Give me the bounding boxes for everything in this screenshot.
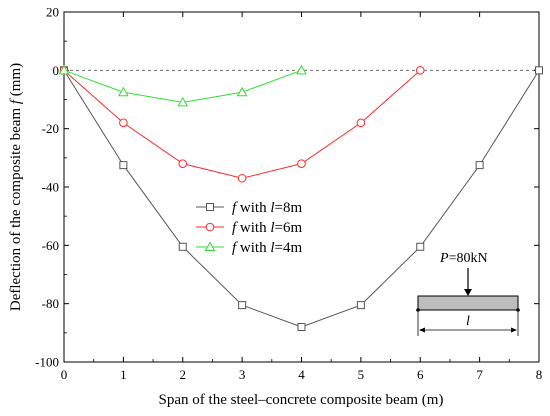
data-point xyxy=(178,159,188,168)
x-tick-label: 3 xyxy=(239,367,246,382)
y-tick-label: -80 xyxy=(42,296,59,311)
series-1 xyxy=(59,66,425,183)
legend-label-part: l xyxy=(270,220,274,236)
legend-label-part: l xyxy=(270,240,274,256)
load-arrow-head xyxy=(464,289,472,296)
legend-label-part: with xyxy=(236,240,270,256)
data-point xyxy=(416,242,425,251)
data-point xyxy=(296,64,307,75)
legend-label-part: f xyxy=(232,240,238,256)
x-tick-label: 1 xyxy=(120,367,127,382)
legend-entry: f with l=8m xyxy=(196,200,302,216)
series-layer xyxy=(58,64,543,331)
series-0 xyxy=(60,66,543,331)
x-tick-label: 4 xyxy=(298,367,305,382)
y-axis-title-prefix: Deflection of the composite beam xyxy=(8,104,24,311)
data-point xyxy=(238,301,247,310)
legend-label-part: with xyxy=(236,220,270,236)
data-point xyxy=(236,86,248,97)
beam-left-support xyxy=(416,308,420,312)
legend-label-part: with xyxy=(236,200,270,216)
y-axis-title-var: f xyxy=(8,98,24,104)
data-point xyxy=(177,96,189,107)
inset-span-label: l xyxy=(466,314,470,329)
y-tick-label: 0 xyxy=(53,63,60,78)
x-tick-label: 6 xyxy=(417,367,424,382)
data-point xyxy=(118,86,129,97)
data-point xyxy=(535,66,543,75)
y-tick-label: -40 xyxy=(42,180,59,195)
legend-label-part: =6m xyxy=(275,220,303,236)
inset-load-label: P=80kN xyxy=(439,251,488,266)
y-axis-title-suffix: (mm) xyxy=(8,63,24,100)
data-point xyxy=(356,301,365,310)
span-dim-arrow-right xyxy=(511,327,517,333)
span-dim-arrow-left xyxy=(419,327,425,333)
legend-label-part: =8m xyxy=(275,200,303,216)
legend-entry: f with l=6m xyxy=(196,220,302,236)
legend-label: f with l=8m xyxy=(232,200,302,216)
data-point xyxy=(178,242,187,251)
inset-load-value: =80kN xyxy=(449,251,488,266)
x-tick-label: 2 xyxy=(180,367,187,382)
legend-swatch-marker xyxy=(205,222,215,232)
data-point xyxy=(297,159,306,168)
legend-label-part: =4m xyxy=(275,240,303,256)
series-2 xyxy=(58,64,307,107)
y-tick-label: 20 xyxy=(46,5,59,20)
y-axis-ticks: 20 0 -20 -40 -60 -80 -100 xyxy=(35,5,539,370)
series-line xyxy=(63,69,421,179)
legend-label-part: f xyxy=(232,220,238,236)
legend-label-part: f xyxy=(232,200,238,216)
x-tick-label: 8 xyxy=(536,367,543,382)
x-axis-title: Span of the steel–concrete composite bea… xyxy=(159,392,444,408)
legend-label-part: l xyxy=(270,200,274,216)
legend-label: f with l=6m xyxy=(232,220,302,236)
x-tick-label: 7 xyxy=(476,367,483,382)
y-tick-label: -100 xyxy=(35,355,59,370)
x-tick-label: 0 xyxy=(61,367,68,382)
x-tick-label: 5 xyxy=(358,367,365,382)
beam-body xyxy=(417,295,519,311)
data-point xyxy=(475,161,484,170)
legend-swatch-marker xyxy=(204,241,216,251)
beam-right-support xyxy=(516,308,520,312)
legend-label: f with l=4m xyxy=(232,240,302,256)
beam-inset-diagram: P=80kN l xyxy=(416,251,520,336)
legend: f with l=8mf with l=6mf with l=4m xyxy=(196,200,302,256)
data-point xyxy=(237,173,247,183)
inset-load-var: P xyxy=(439,251,449,266)
y-axis-title: Deflection of the composite beam f (mm) xyxy=(8,63,24,311)
y-tick-label: -20 xyxy=(42,121,59,136)
x-axis-ticks: 0 1 2 3 4 5 6 7 8 xyxy=(61,12,543,382)
data-point xyxy=(297,323,306,331)
legend-swatch-marker xyxy=(206,203,214,211)
data-point xyxy=(119,118,128,128)
y-tick-label: -60 xyxy=(42,238,59,253)
data-point xyxy=(415,66,425,75)
data-point xyxy=(58,64,70,75)
data-point xyxy=(119,161,128,170)
data-point xyxy=(356,118,366,128)
legend-entry: f with l=4m xyxy=(196,240,302,256)
